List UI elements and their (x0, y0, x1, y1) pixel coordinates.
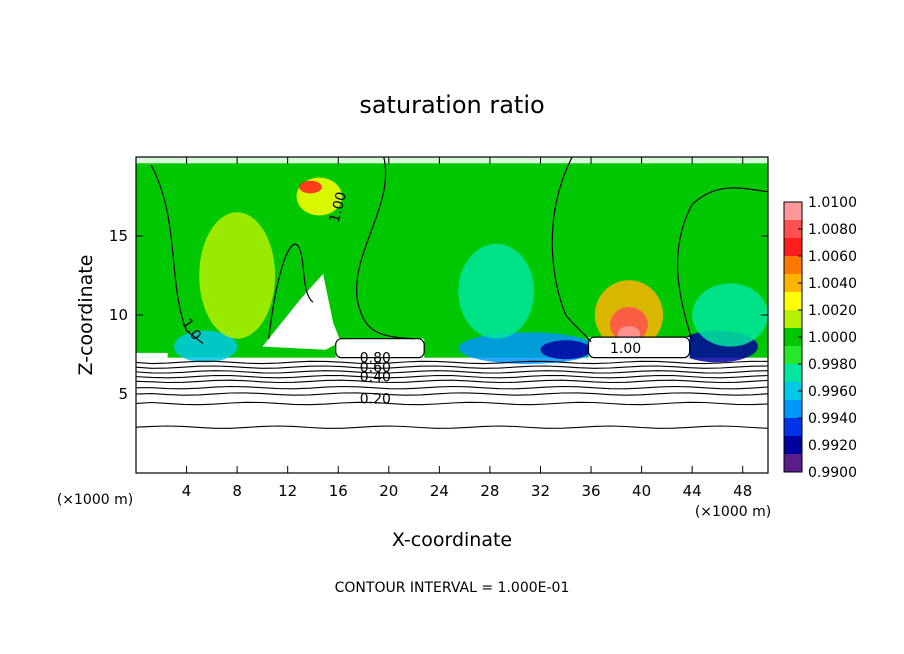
field-patch-7 (173, 330, 238, 363)
dry-block-left (335, 338, 425, 358)
x-tick-label-48: 48 (733, 482, 752, 500)
contour-label-6: 0.20 (360, 391, 391, 407)
colorbar-swatch-12 (784, 418, 802, 437)
contour-0.50 (136, 379, 768, 384)
field-patch-11 (692, 283, 768, 347)
x-tick-label-8: 8 (232, 482, 242, 500)
colorbar-swatch-9 (784, 364, 802, 383)
contour-0.60 (136, 374, 768, 379)
y-tick-label-10: 10 (109, 306, 128, 324)
x-tick-label-12: 12 (278, 482, 297, 500)
x-unit-left: (×1000 m) (57, 492, 133, 508)
heatmap-field (136, 157, 768, 473)
top-band (136, 157, 768, 164)
colorbar-labels: 1.0100 1.0080 1.0060 1.0040 1.0020 1.0000 0.99… (798, 195, 857, 481)
contour-label-0: 1.00 (327, 190, 351, 224)
dry-strip-left (136, 352, 168, 358)
contour-1.00-right (551, 157, 592, 343)
x-unit-right: (×1000 m) (695, 504, 771, 520)
colorbar-label-1.0020: 1.0020 (808, 303, 857, 319)
y-axis-ticks: 5 10 15 (109, 227, 768, 403)
field-patch-10 (199, 212, 276, 339)
colorbar-label-1.0040: 1.0040 (808, 276, 857, 292)
colorbar-swatch-6 (784, 310, 802, 329)
x-tick-label-24: 24 (430, 482, 449, 500)
colorbar-swatch-1 (784, 220, 802, 239)
dry-plume (262, 273, 341, 350)
colorbar-label-0.9940: 0.9940 (808, 411, 857, 427)
contour-0.70 (136, 370, 768, 374)
colorbar-swatch-13 (784, 436, 802, 455)
field-patch-6 (458, 243, 535, 339)
contour-1.00-plume (268, 243, 314, 339)
colorbar-label-0.9980: 0.9980 (808, 357, 857, 373)
colorbar-swatch-8 (784, 346, 802, 365)
x-tick-label-4: 4 (182, 482, 192, 500)
colorbar-swatch-3 (784, 256, 802, 275)
colorbar-label-1.0080: 1.0080 (808, 222, 857, 238)
x-tick-label-40: 40 (632, 482, 651, 500)
colorbar-swatch-7 (784, 328, 802, 347)
colorbar-label-1.0000: 1.0000 (808, 330, 857, 346)
colorbar-label-1.0100: 1.0100 (808, 195, 857, 211)
dry-block-right (588, 337, 690, 358)
contour-lines (136, 157, 768, 429)
contour-cap-left (335, 338, 425, 359)
colorbar-swatch-14 (784, 454, 802, 473)
contour-1.00-left (355, 157, 415, 340)
x-tick-label-16: 16 (329, 482, 348, 500)
field-patch-9 (299, 180, 322, 194)
y-tick-label-15: 15 (109, 227, 128, 245)
contour-0.40 (136, 385, 768, 390)
contour-0.30 (136, 392, 768, 396)
colorbar-swatch-10 (784, 382, 802, 401)
x-axis-ticks: 4 8 12 16 20 24 28 32 36 40 44 48 (182, 157, 752, 500)
field-patch-5 (540, 340, 592, 360)
colorbar (783, 201, 803, 473)
contour-cap-right (587, 336, 691, 359)
contour-label-5: 0.40 (360, 369, 391, 385)
contour-0.90 (136, 360, 768, 365)
x-tick-label-44: 44 (683, 482, 702, 500)
colorbar-label-0.9960: 0.9960 (808, 384, 857, 400)
contour-label-3: 0.80 (360, 350, 391, 366)
x-tick-label-28: 28 (480, 482, 499, 500)
contour-label-2: 1.00 (610, 341, 641, 357)
colorbar-label-0.9920: 0.9920 (808, 438, 857, 454)
colorbar-swatch-4 (784, 274, 802, 293)
y-axis-label: Z-coordinate (75, 255, 97, 376)
contour-interval-note: CONTOUR INTERVAL = 1.000E-01 (335, 580, 570, 596)
x-tick-label-32: 32 (531, 482, 550, 500)
x-tick-label-36: 36 (581, 482, 600, 500)
contour-label-4: 0.60 (360, 360, 391, 376)
colorbar-swatch-11 (784, 400, 802, 419)
x-axis-label: X-coordinate (392, 529, 512, 551)
contour-1.0-edge (150, 164, 204, 344)
colorbar-label-0.9900: 0.9900 (808, 465, 857, 481)
colorbar-label-1.0060: 1.0060 (808, 249, 857, 265)
colorbar-swatch-0 (784, 202, 802, 221)
x-tick-label-20: 20 (379, 482, 398, 500)
y-tick-label-5: 5 (118, 385, 128, 403)
contour-0.10 (136, 425, 768, 429)
contour-0.20 (136, 401, 768, 406)
contour-1.00-far-right (677, 187, 768, 341)
colorbar-swatch-5 (784, 292, 802, 311)
colorbar-swatch-2 (784, 238, 802, 257)
chart-title: saturation ratio (359, 91, 544, 119)
contour-0.80 (136, 365, 768, 369)
